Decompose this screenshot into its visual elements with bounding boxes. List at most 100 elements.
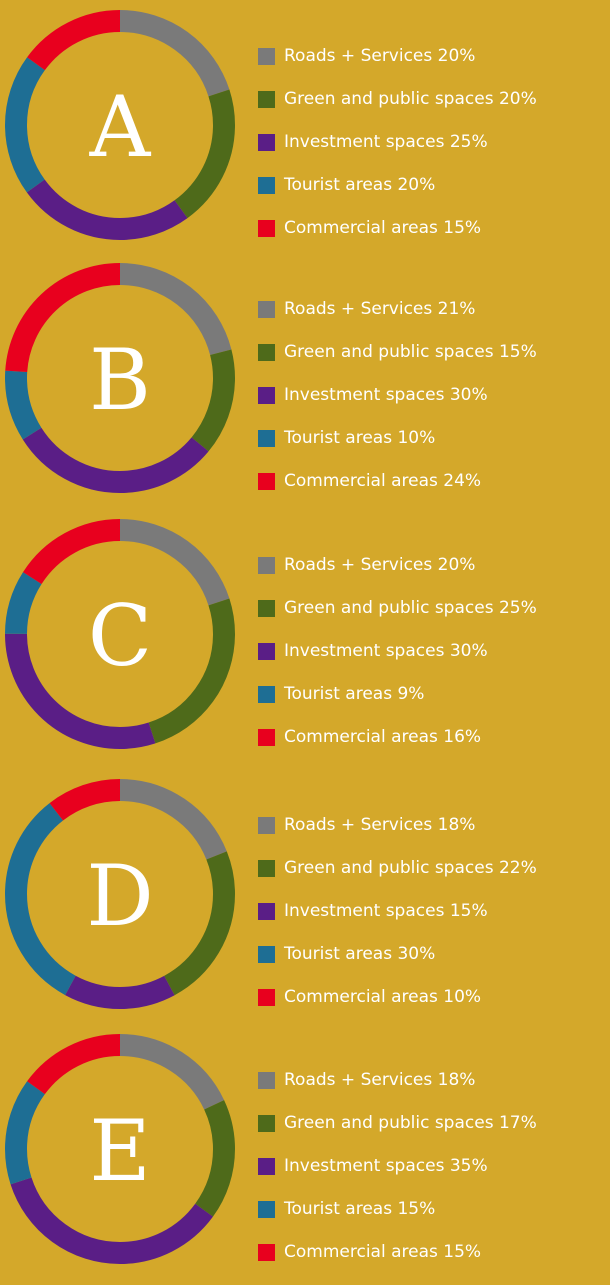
legend-item: Green and public spaces 17% — [258, 1112, 537, 1134]
donut-slice-e-3 — [5, 1034, 235, 1264]
legend-item: Investment spaces 30% — [258, 640, 488, 662]
donut-slice-c-3 — [5, 519, 235, 749]
donut-slice-d-5 — [5, 779, 235, 1009]
donut-slice-b-4 — [5, 263, 235, 493]
legend-item: Green and public spaces 25% — [258, 597, 537, 619]
legend-swatch — [258, 642, 275, 660]
legend-swatch — [258, 902, 275, 920]
legend-label: Roads + Services 18% — [284, 815, 476, 835]
legend-item: Roads + Services 18% — [258, 1069, 475, 1091]
legend-swatch — [258, 90, 275, 108]
legend-swatch — [258, 1114, 275, 1132]
legend-label: Tourist areas 10% — [284, 428, 436, 448]
donut-slice-d-4 — [5, 779, 235, 1009]
donut-slice-a-4 — [5, 10, 235, 240]
donut-chart-d: D — [5, 779, 235, 1009]
legend-swatch — [258, 472, 275, 490]
legend-swatch — [258, 47, 275, 65]
legend-item: Green and public spaces 20% — [258, 88, 537, 110]
legend-label: Commercial areas 16% — [284, 727, 482, 747]
legend-swatch — [258, 556, 275, 574]
chart-panel-c: C Roads + Services 20% Green and public sp… — [0, 514, 610, 770]
legend-swatch — [258, 945, 275, 963]
legend-swatch — [258, 343, 275, 361]
legend-label: Green and public spaces 20% — [284, 89, 537, 109]
legend-item: Green and public spaces 22% — [258, 857, 537, 879]
legend-swatch — [258, 219, 275, 237]
legend-item: Tourist areas 20% — [258, 174, 435, 196]
legend-swatch — [258, 1157, 275, 1175]
legend-label: Roads + Services 20% — [284, 46, 476, 66]
donut-center-label: B — [89, 331, 151, 429]
donut-slice-c-5 — [5, 519, 235, 749]
legend-item: Investment spaces 35% — [258, 1155, 488, 1177]
legend-swatch — [258, 133, 275, 151]
legend-label: Commercial areas 10% — [284, 987, 482, 1007]
donut-slice-e-2 — [5, 1034, 235, 1264]
legend-swatch — [258, 300, 275, 318]
legend-swatch — [258, 1243, 275, 1261]
legend-swatch — [258, 1071, 275, 1089]
donut-slice-a-3 — [5, 10, 235, 240]
donut-center-label: D — [86, 847, 153, 945]
legend-item: Commercial areas 15% — [258, 217, 481, 239]
legend-item: Tourist areas 30% — [258, 943, 435, 965]
legend-swatch — [258, 859, 275, 877]
legend-item: Roads + Services 21% — [258, 298, 475, 320]
legend-label: Investment spaces 25% — [284, 132, 488, 152]
legend-label: Green and public spaces 15% — [284, 342, 537, 362]
chart-panel-a: A Roads + Services 20% Green and public sp… — [0, 5, 610, 261]
legend-item: Investment spaces 30% — [258, 384, 488, 406]
legend-swatch — [258, 429, 275, 447]
legend-label: Tourist areas 30% — [284, 944, 436, 964]
donut-chart-a: A — [5, 10, 235, 240]
legend-label: Commercial areas 24% — [284, 471, 482, 491]
legend-label: Commercial areas 15% — [284, 218, 482, 238]
legend-swatch — [258, 988, 275, 1006]
legend-item: Tourist areas 15% — [258, 1198, 435, 1220]
legend-label: Roads + Services 21% — [284, 299, 476, 319]
legend-item: Roads + Services 18% — [258, 814, 475, 836]
legend-label: Commercial areas 15% — [284, 1242, 482, 1262]
donut-slice-d-2 — [5, 779, 235, 1009]
donut-slice-a-2 — [5, 10, 235, 240]
legend-item: Tourist areas 10% — [258, 427, 435, 449]
donut-center-label: E — [89, 1102, 150, 1200]
legend-swatch — [258, 685, 275, 703]
legend-item: Commercial areas 16% — [258, 726, 481, 748]
legend-item: Commercial areas 15% — [258, 1241, 481, 1263]
donut-slice-d-3 — [5, 779, 235, 1009]
donut-slice-e-5 — [5, 1034, 235, 1264]
donut-center-label: A — [89, 78, 152, 176]
donut-slice-e-4 — [5, 1034, 235, 1264]
donut-slice-c-2 — [5, 519, 235, 749]
donut-chart-c: C — [5, 519, 235, 749]
legend-label: Roads + Services 20% — [284, 555, 476, 575]
donut-slice-b-2 — [5, 263, 235, 493]
legend-label: Roads + Services 18% — [284, 1070, 476, 1090]
donut-center-label: C — [88, 587, 152, 685]
donut-chart-b: B — [5, 263, 235, 493]
legend-swatch — [258, 728, 275, 746]
legend-swatch — [258, 599, 275, 617]
legend-label: Green and public spaces 22% — [284, 858, 537, 878]
chart-panel-e: E Roads + Services 18% Green and public sp… — [0, 1029, 610, 1285]
donut-slice-b-5 — [5, 263, 235, 493]
legend-item: Commercial areas 24% — [258, 470, 481, 492]
chart-panel-d: D Roads + Services 18% Green and public sp… — [0, 774, 610, 1030]
legend-label: Investment spaces 30% — [284, 385, 488, 405]
legend-label: Tourist areas 15% — [284, 1199, 436, 1219]
legend-swatch — [258, 816, 275, 834]
legend-item: Roads + Services 20% — [258, 554, 475, 576]
legend-label: Green and public spaces 25% — [284, 598, 537, 618]
legend-label: Tourist areas 9% — [284, 684, 425, 704]
legend-label: Green and public spaces 17% — [284, 1113, 537, 1133]
legend-label: Tourist areas 20% — [284, 175, 436, 195]
legend-swatch — [258, 1200, 275, 1218]
legend-item: Investment spaces 25% — [258, 131, 488, 153]
legend-swatch — [258, 176, 275, 194]
donut-slice-a-5 — [5, 10, 235, 240]
legend-item: Green and public spaces 15% — [258, 341, 537, 363]
donut-slice-b-3 — [5, 263, 235, 493]
chart-panel-b: B Roads + Services 21% Green and public sp… — [0, 258, 610, 514]
